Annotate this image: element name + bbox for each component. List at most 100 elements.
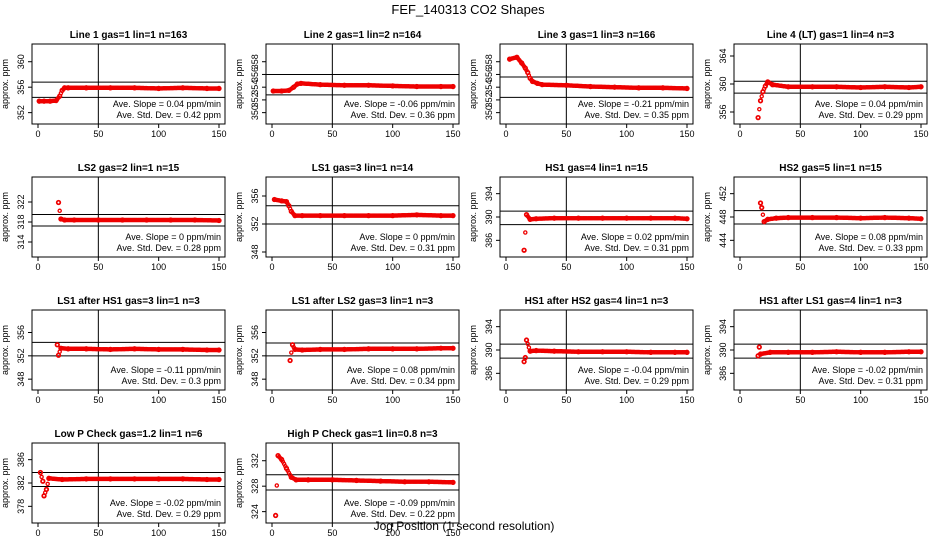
y-tick-label: 352 [16, 348, 26, 363]
data-point [54, 342, 60, 348]
data-point [204, 347, 210, 353]
data-point [833, 349, 840, 355]
data-point [58, 345, 64, 351]
data-point [156, 346, 162, 353]
data-point [414, 346, 420, 352]
x-tick-label: 0 [35, 262, 40, 272]
data-point [292, 212, 298, 219]
x-tick-label: 150 [211, 262, 226, 272]
data-point [624, 349, 630, 355]
data-point [757, 351, 764, 357]
data-point [204, 85, 210, 92]
y-tick-label: 360 [718, 76, 728, 91]
x-tick-label: 100 [619, 129, 634, 139]
figure-xlabel: Jog Position (1 second resolution) [374, 519, 555, 533]
y-tick-label: 448 [718, 209, 728, 224]
data-series [287, 342, 456, 363]
y-tick-label: 378 [16, 499, 26, 514]
x-tick-label: 0 [503, 262, 508, 272]
data-point [527, 216, 533, 222]
y-tick-label: 444 [718, 233, 728, 248]
plot-frame [31, 309, 226, 391]
y-tick-label: 348 [250, 372, 260, 387]
data-point [767, 349, 773, 355]
panel-title: HS2 gas=5 lin=1 n=15 [779, 163, 882, 174]
y-tick-label: 322 [16, 194, 26, 209]
y-tick-label: 386 [718, 366, 728, 381]
panel-6: LS1 gas=3 lin=1 n=14 approx. ppm 0 50 100 150… [234, 163, 461, 272]
data-point [648, 215, 654, 221]
data-point [757, 98, 764, 104]
y-tick-label: 356 [16, 80, 26, 95]
data-point [611, 84, 618, 90]
slope-annotation: Ave. Slope = 0.08 ppm/min [815, 232, 923, 242]
panel-title: Line 1 gas=1 lin=1 n=163 [70, 30, 188, 41]
data-point [769, 82, 776, 88]
data-point [279, 198, 285, 204]
data-point [918, 349, 924, 355]
data-point [906, 84, 912, 91]
slope-annotation: Ave. Slope = 0.02 ppm/min [581, 232, 689, 242]
panel-5: LS2 gas=2 lin=1 n=15 approx. ppm 0 50 100 150… [0, 163, 227, 272]
x-tick-label: 0 [737, 395, 742, 405]
y-tick-label: 314 [16, 234, 26, 249]
y-tick-label: 386 [484, 366, 494, 381]
panel-title: HS1 after HS2 gas=4 lin=1 n=3 [525, 296, 669, 307]
y-tick-label: 348 [250, 244, 260, 259]
data-point [365, 346, 372, 352]
data-point [272, 512, 279, 519]
x-tick-label: 50 [327, 528, 337, 538]
y-tick-label: 382 [16, 475, 26, 490]
data-point [519, 60, 525, 66]
slope-annotation: Ave. Slope = -0.02 ppm/min [110, 498, 221, 508]
x-tick-label: 0 [737, 262, 742, 272]
x-tick-label: 50 [93, 528, 103, 538]
data-point [527, 75, 533, 81]
data-point [317, 212, 323, 219]
data-point [83, 85, 89, 91]
slope-annotation: Ave. Slope = -0.04 ppm/min [578, 365, 689, 375]
data-point [216, 85, 222, 92]
x-tick-label: 150 [679, 129, 694, 139]
data-point [377, 478, 384, 484]
data-point [525, 69, 531, 76]
data-point [906, 349, 912, 355]
y-tick-label: 356 [250, 325, 260, 340]
data-point [341, 212, 348, 219]
slope-annotation: Ave. Slope = -0.06 ppm/min [344, 99, 455, 109]
data-point [216, 476, 222, 483]
y-axis-label: approx. ppm [702, 192, 712, 242]
y-axis-label: approx. ppm [234, 458, 244, 508]
y-tick-label: 356 [484, 67, 494, 82]
data-point [283, 198, 290, 205]
data-point [765, 79, 771, 85]
data-point [291, 84, 297, 90]
data-point [287, 357, 293, 364]
data-point [438, 212, 444, 219]
std-annotation: Ave. Std. Dev. = 0.29 ppm [819, 110, 923, 120]
data-point [882, 214, 888, 221]
data-point [506, 56, 513, 62]
y-tick-label: 352 [16, 105, 26, 120]
x-tick-label: 0 [269, 129, 274, 139]
x-tick-label: 150 [445, 129, 460, 139]
data-point [539, 81, 545, 88]
data-point [390, 212, 396, 219]
y-tick-label: 348 [16, 372, 26, 387]
slope-annotation: Ave. Slope = -0.21 ppm/min [578, 99, 689, 109]
std-annotation: Ave. Std. Dev. = 0.34 ppm [351, 376, 455, 386]
data-point [858, 215, 864, 221]
y-axis-label: approx. ppm [234, 59, 244, 109]
std-annotation: Ave. Std. Dev. = 0.31 ppm [351, 243, 455, 253]
y-tick-label: 324 [250, 504, 260, 519]
data-point [204, 476, 210, 483]
data-point [46, 475, 52, 481]
data-point [527, 348, 533, 354]
data-point [426, 479, 432, 485]
x-tick-label: 150 [445, 528, 460, 538]
panel-7: HS1 gas=4 lin=1 n=15 approx. ppm 0 50 100 150… [468, 163, 695, 272]
x-tick-label: 100 [151, 262, 166, 272]
plot-frame [265, 442, 460, 524]
data-point [390, 83, 396, 89]
data-point [288, 208, 294, 215]
